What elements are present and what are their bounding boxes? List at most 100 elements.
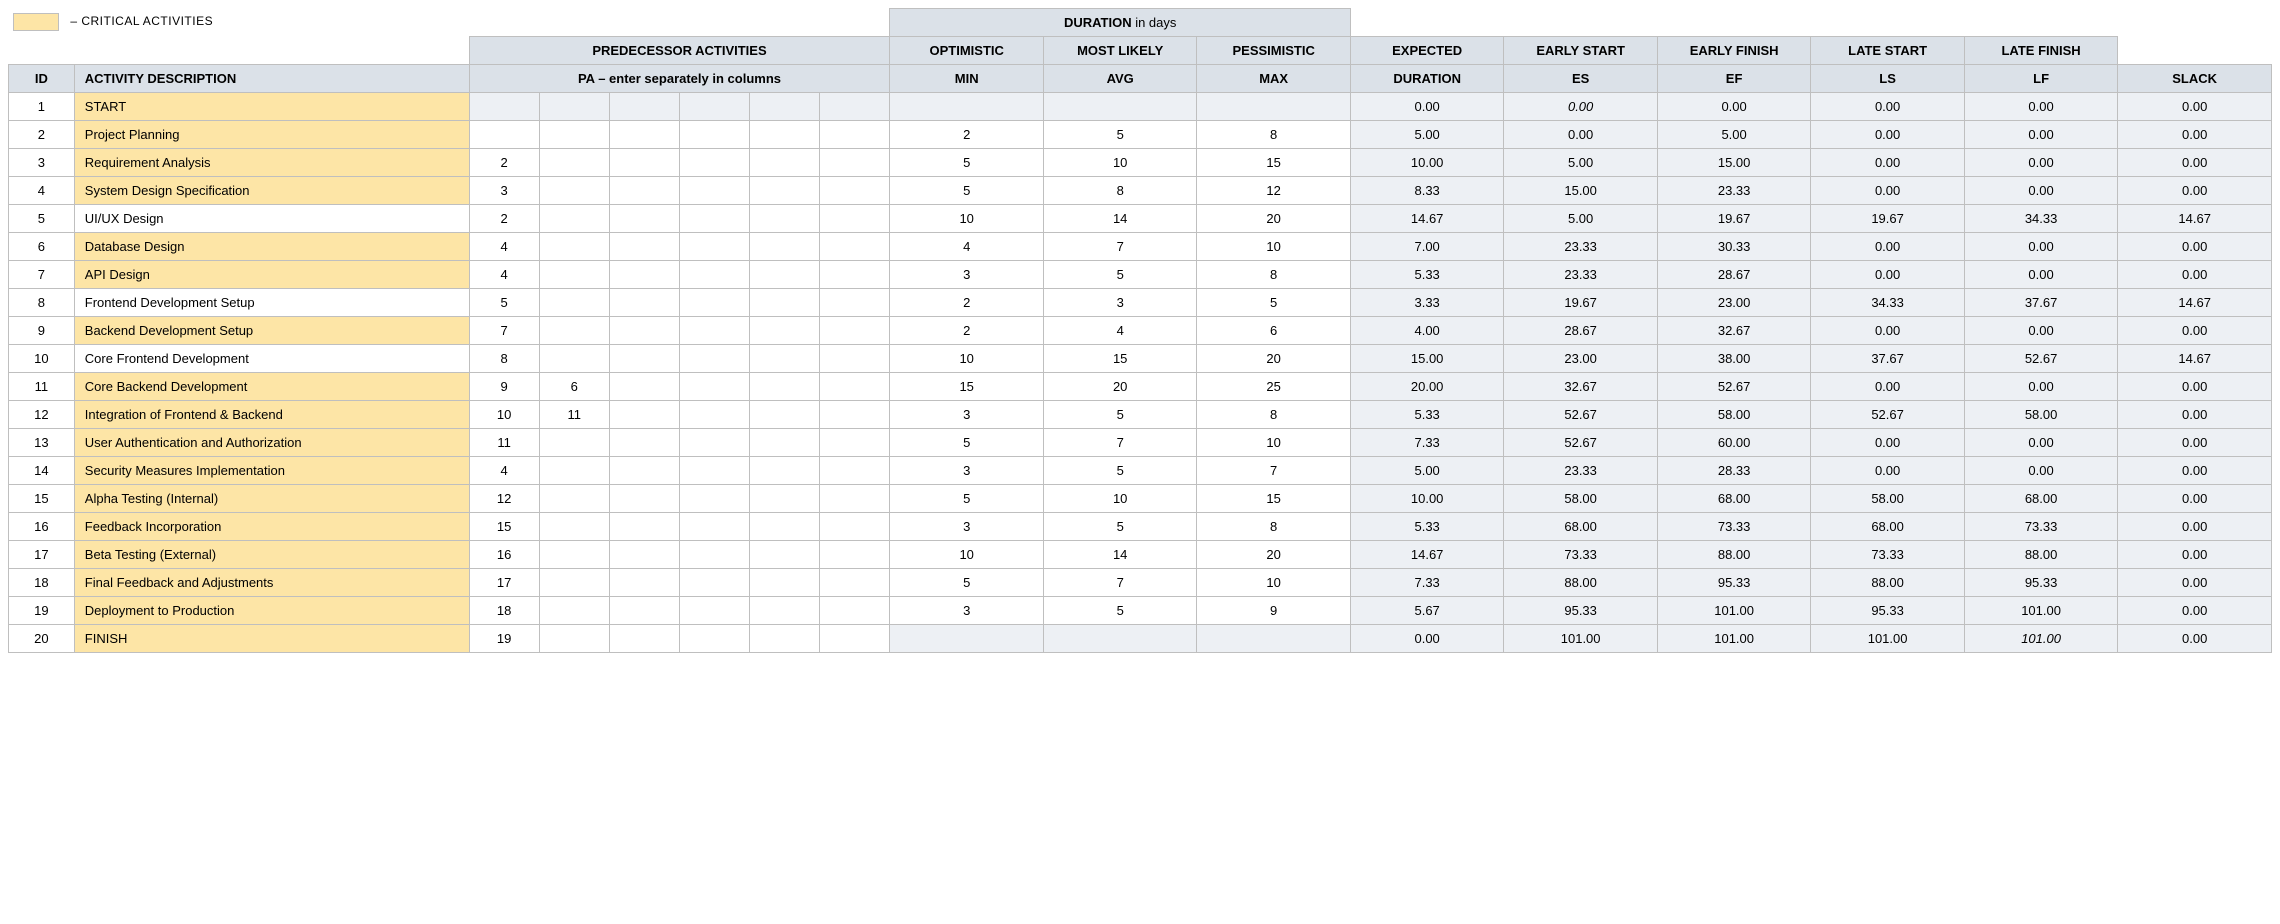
- table-row: 8Frontend Development Setup52353.3319.67…: [9, 289, 2272, 317]
- cell-id: 17: [9, 541, 75, 569]
- header-max: MAX: [1197, 65, 1350, 93]
- cell-pa: [679, 121, 749, 149]
- cell-es: 52.67: [1504, 401, 1657, 429]
- cell-pa: [820, 625, 890, 653]
- cell-max: 20: [1197, 205, 1350, 233]
- cell-desc: Requirement Analysis: [74, 149, 469, 177]
- cell-duration: 10.00: [1350, 149, 1503, 177]
- cell-lf: 0.00: [1964, 177, 2117, 205]
- cell-ls: 0.00: [1811, 261, 1964, 289]
- cell-pa: [750, 177, 820, 205]
- cell-es: 23.00: [1504, 345, 1657, 373]
- cell-avg: 5: [1043, 597, 1196, 625]
- cell-desc: Core Frontend Development: [74, 345, 469, 373]
- cell-max: 10: [1197, 233, 1350, 261]
- cell-lf: 0.00: [1964, 261, 2117, 289]
- cell-ls: 52.67: [1811, 401, 1964, 429]
- blank-row2-right: [2118, 37, 2272, 65]
- cell-slack: 0.00: [2118, 233, 2272, 261]
- header-early-start: EARLY START: [1504, 37, 1657, 65]
- header-min: MIN: [890, 65, 1043, 93]
- cell-pa: [679, 345, 749, 373]
- cell-pa: [679, 317, 749, 345]
- cell-ls: 0.00: [1811, 457, 1964, 485]
- cell-min: 10: [890, 205, 1043, 233]
- cell-desc: Project Planning: [74, 121, 469, 149]
- cell-pa: [539, 541, 609, 569]
- cell-pa: [750, 205, 820, 233]
- cell-pa: [609, 513, 679, 541]
- header-activity-desc: ACTIVITY DESCRIPTION: [74, 65, 469, 93]
- cell-pa: [539, 317, 609, 345]
- cell-pa: 2: [469, 149, 539, 177]
- cell-es: 15.00: [1504, 177, 1657, 205]
- cell-avg: 10: [1043, 485, 1196, 513]
- cell-lf: 73.33: [1964, 513, 2117, 541]
- cell-max: [1197, 625, 1350, 653]
- table-row: 10Core Frontend Development810152015.002…: [9, 345, 2272, 373]
- cell-pa: [820, 205, 890, 233]
- cell-ef: 30.33: [1657, 233, 1810, 261]
- cell-id: 10: [9, 345, 75, 373]
- cell-min: 5: [890, 149, 1043, 177]
- cell-ls: 19.67: [1811, 205, 1964, 233]
- cell-duration: 14.67: [1350, 205, 1503, 233]
- cell-pa: [750, 93, 820, 121]
- cell-ls: 73.33: [1811, 541, 1964, 569]
- cell-pa: 2: [469, 205, 539, 233]
- cell-slack: 0.00: [2118, 513, 2272, 541]
- cell-es: 23.33: [1504, 457, 1657, 485]
- header-most-likely: MOST LIKELY: [1043, 37, 1196, 65]
- cell-ef: 88.00: [1657, 541, 1810, 569]
- cell-min: 3: [890, 597, 1043, 625]
- cell-desc: Database Design: [74, 233, 469, 261]
- cell-lf: 88.00: [1964, 541, 2117, 569]
- cell-pa: [679, 233, 749, 261]
- cell-max: 8: [1197, 121, 1350, 149]
- cell-slack: 0.00: [2118, 597, 2272, 625]
- cell-ef: 58.00: [1657, 401, 1810, 429]
- cell-pa: [539, 485, 609, 513]
- table-row: 1START0.000.000.000.000.000.00: [9, 93, 2272, 121]
- cell-ef: 73.33: [1657, 513, 1810, 541]
- header-expected: EXPECTED: [1350, 37, 1503, 65]
- cell-pa: 4: [469, 457, 539, 485]
- cell-min: 4: [890, 233, 1043, 261]
- cell-pa: [820, 149, 890, 177]
- cell-pa: [820, 597, 890, 625]
- cell-max: 8: [1197, 261, 1350, 289]
- cell-min: [890, 93, 1043, 121]
- table-row: 14Security Measures Implementation43575.…: [9, 457, 2272, 485]
- cell-es: 88.00: [1504, 569, 1657, 597]
- cell-pa: [609, 429, 679, 457]
- cell-ef: 23.33: [1657, 177, 1810, 205]
- cell-min: 10: [890, 541, 1043, 569]
- cell-desc: Core Backend Development: [74, 373, 469, 401]
- cell-pa: [820, 261, 890, 289]
- cell-desc: Security Measures Implementation: [74, 457, 469, 485]
- cell-pa: 4: [469, 261, 539, 289]
- cell-es: 23.33: [1504, 261, 1657, 289]
- cell-pa: [609, 373, 679, 401]
- cell-pa: [750, 457, 820, 485]
- cell-ef: 0.00: [1657, 93, 1810, 121]
- cell-pa: [609, 121, 679, 149]
- cell-id: 5: [9, 205, 75, 233]
- cell-id: 18: [9, 569, 75, 597]
- cell-slack: 0.00: [2118, 625, 2272, 653]
- header-row-2: PREDECESSOR ACTIVITIES OPTIMISTIC MOST L…: [9, 37, 2272, 65]
- cell-ef: 60.00: [1657, 429, 1810, 457]
- cell-max: 25: [1197, 373, 1350, 401]
- cell-pa: [469, 121, 539, 149]
- cell-pa: [469, 93, 539, 121]
- cell-pa: 7: [469, 317, 539, 345]
- cell-slack: 0.00: [2118, 149, 2272, 177]
- cell-desc: UI/UX Design: [74, 205, 469, 233]
- header-ef: EF: [1657, 65, 1810, 93]
- cell-max: 15: [1197, 149, 1350, 177]
- cell-pa: [679, 569, 749, 597]
- cell-ls: 0.00: [1811, 149, 1964, 177]
- cell-pa: 16: [469, 541, 539, 569]
- header-early-finish: EARLY FINISH: [1657, 37, 1810, 65]
- cell-pa: [539, 93, 609, 121]
